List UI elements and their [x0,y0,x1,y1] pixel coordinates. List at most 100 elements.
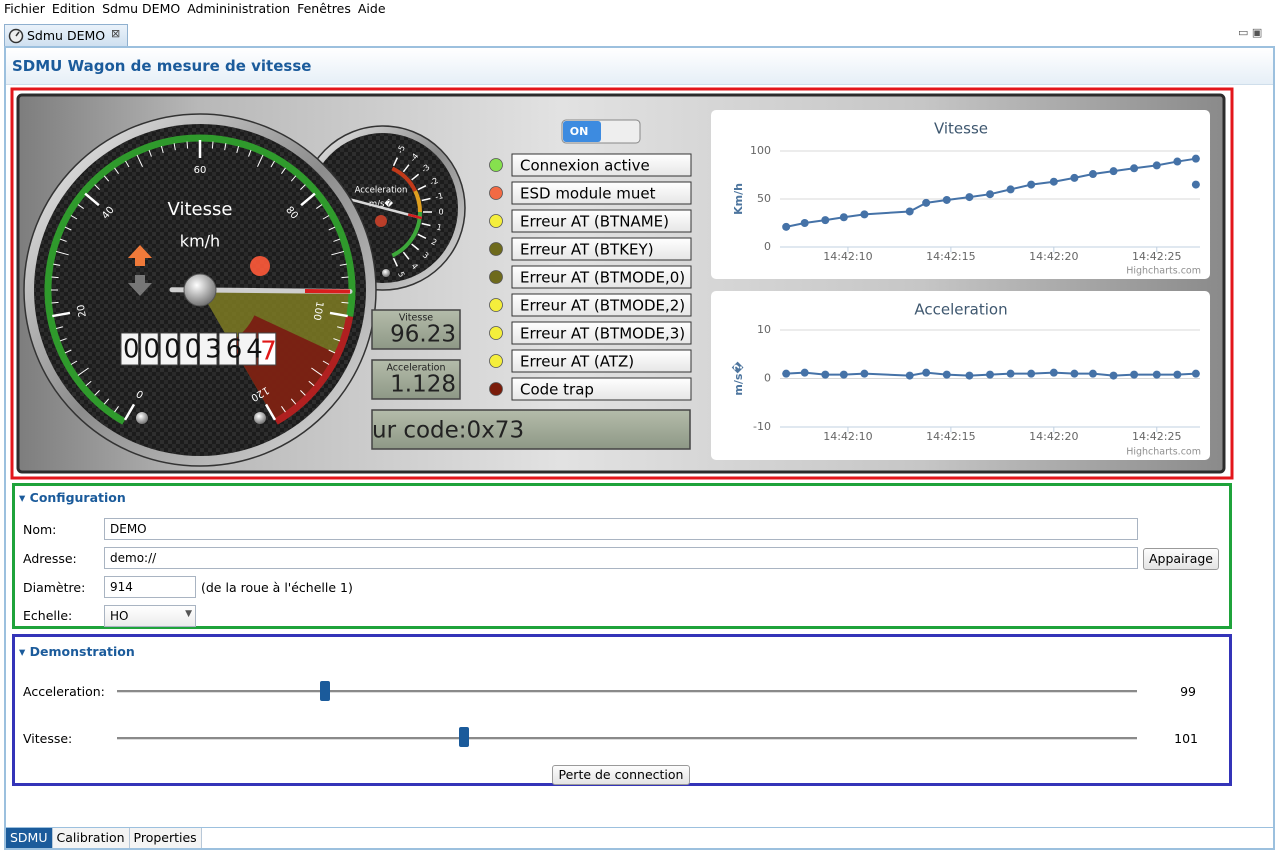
button[interactable]: Appairage [1143,548,1219,570]
bottom-tab[interactable]: SDMU [6,828,53,848]
data-point [1070,369,1079,378]
data-point [905,371,914,380]
menu-item[interactable]: Admininistration [187,1,291,16]
slider-thumb[interactable] [320,681,330,701]
menu-item[interactable]: Aide [357,1,386,16]
tab-icon [8,28,24,44]
gauge-tick-label: -1 [434,191,444,202]
indicator-label: ESD module muet [520,185,656,203]
gauge-minor-tick [55,326,63,330]
y-tick-label: 100 [750,144,771,157]
slider-track[interactable] [117,737,1137,740]
gauge-tick [264,403,277,421]
slider-track[interactable] [117,690,1137,693]
data-point [1049,368,1058,377]
gauge-zone [391,166,417,192]
direction-arrow [128,275,152,296]
gauge-tick-label: -3 [420,163,432,175]
gauge-tick [123,403,136,421]
x-tick-label: 14:42:10 [823,430,872,443]
data-point [922,198,931,207]
data-point [1006,185,1015,194]
bottom-tab[interactable]: Calibration [52,828,130,848]
data-point [1130,164,1139,173]
menu-item[interactable]: Fenêtres [297,1,351,16]
window-controls[interactable]: ▭ ▣ [1238,26,1263,39]
data-point [1191,154,1200,163]
menu-item[interactable]: Fichier [4,1,45,16]
data-point [1152,161,1161,170]
status-lamp [489,186,503,200]
gauge-minor-tick [341,276,349,279]
gauge-tick-label: 0 [438,208,443,217]
gauge-zone [274,315,354,425]
y-tick-label: 0 [764,372,771,385]
gauge-tick-label: 2 [430,237,439,247]
gauge-tick-label: 4 [409,262,419,272]
gauge-tick [300,192,316,207]
gauge-tick [421,197,431,202]
gauge-minor-tick [300,184,306,190]
menu-item[interactable]: Sdmu DEMO [102,1,181,16]
odometer-cell [198,332,218,366]
text-input[interactable]: demo:// [104,547,1138,569]
tab-close[interactable]: ⊠ [111,27,121,40]
data-point [942,195,951,204]
status-lamp [489,326,503,340]
gauge-minor-tick [236,145,240,153]
y-tick-label: 50 [757,192,771,205]
gauge-tick-label: -5 [395,144,407,155]
gauge-minor-tick [160,145,164,153]
button[interactable]: Perte de connection [552,765,690,785]
gauge-title: Vitesse [168,199,233,220]
indicator-label: Erreur AT (BTNAME) [520,213,669,231]
data-point [1191,180,1200,189]
direction-arrow [128,245,152,266]
section-title: Demonstration [29,644,135,659]
gauge-minor-tick [94,390,100,396]
gauge-minor-tick [339,263,347,266]
bottom-tab[interactable]: Properties [129,828,202,848]
slider-label: Acceleration: [23,684,105,699]
text-input[interactable]: DEMO [104,518,1138,540]
dropdown-value: HO [110,609,129,623]
data-point [1088,170,1097,179]
indicator-box [511,237,692,261]
editor-tab[interactable]: Sdmu DEMO ⊠ [4,24,128,46]
gauge-unit: m/s� [369,199,394,210]
odometer-cell [120,332,140,366]
data-point [1006,369,1015,378]
gauge-minor-tick [103,175,110,182]
indicator-box [511,209,692,233]
data-point [1070,173,1079,182]
gauge-minor-tick [211,141,214,149]
chart-title: Acceleration [914,301,1007,319]
gauge-tick-label: 5 [396,270,406,278]
lcd-label: Vitesse [399,313,433,324]
indicator-label: Erreur AT (BTMODE,2) [520,297,685,315]
gauge-minor-tick [64,349,72,354]
dropdown[interactable]: HO ▼ [104,605,196,627]
gauge-minor-tick [333,338,341,342]
menu-bar: Fichier Edition Sdmu DEMO Admininistration F… [4,1,393,16]
indicator-box [511,293,692,317]
menu-item[interactable]: Edition [51,1,96,16]
gauge-tick-label: -4 [408,152,420,164]
gauge-tick [411,243,420,251]
gauge-minor-tick [290,175,297,182]
section-header[interactable]: ▾ Configuration [19,490,126,505]
section-header[interactable]: ▾ Demonstration [19,644,135,659]
gauge-tick-label: 1 [436,223,443,233]
gauge-minor-tick [70,360,78,365]
data-point [1109,371,1118,380]
gauge-minor-tick [125,160,130,168]
toggle-on[interactable] [563,121,601,142]
text-input[interactable]: 914 [104,576,196,598]
data-point [782,369,791,378]
gauge-minor-tick [186,141,189,149]
slider-thumb[interactable] [459,727,469,747]
gauge-minor-tick [53,263,61,266]
